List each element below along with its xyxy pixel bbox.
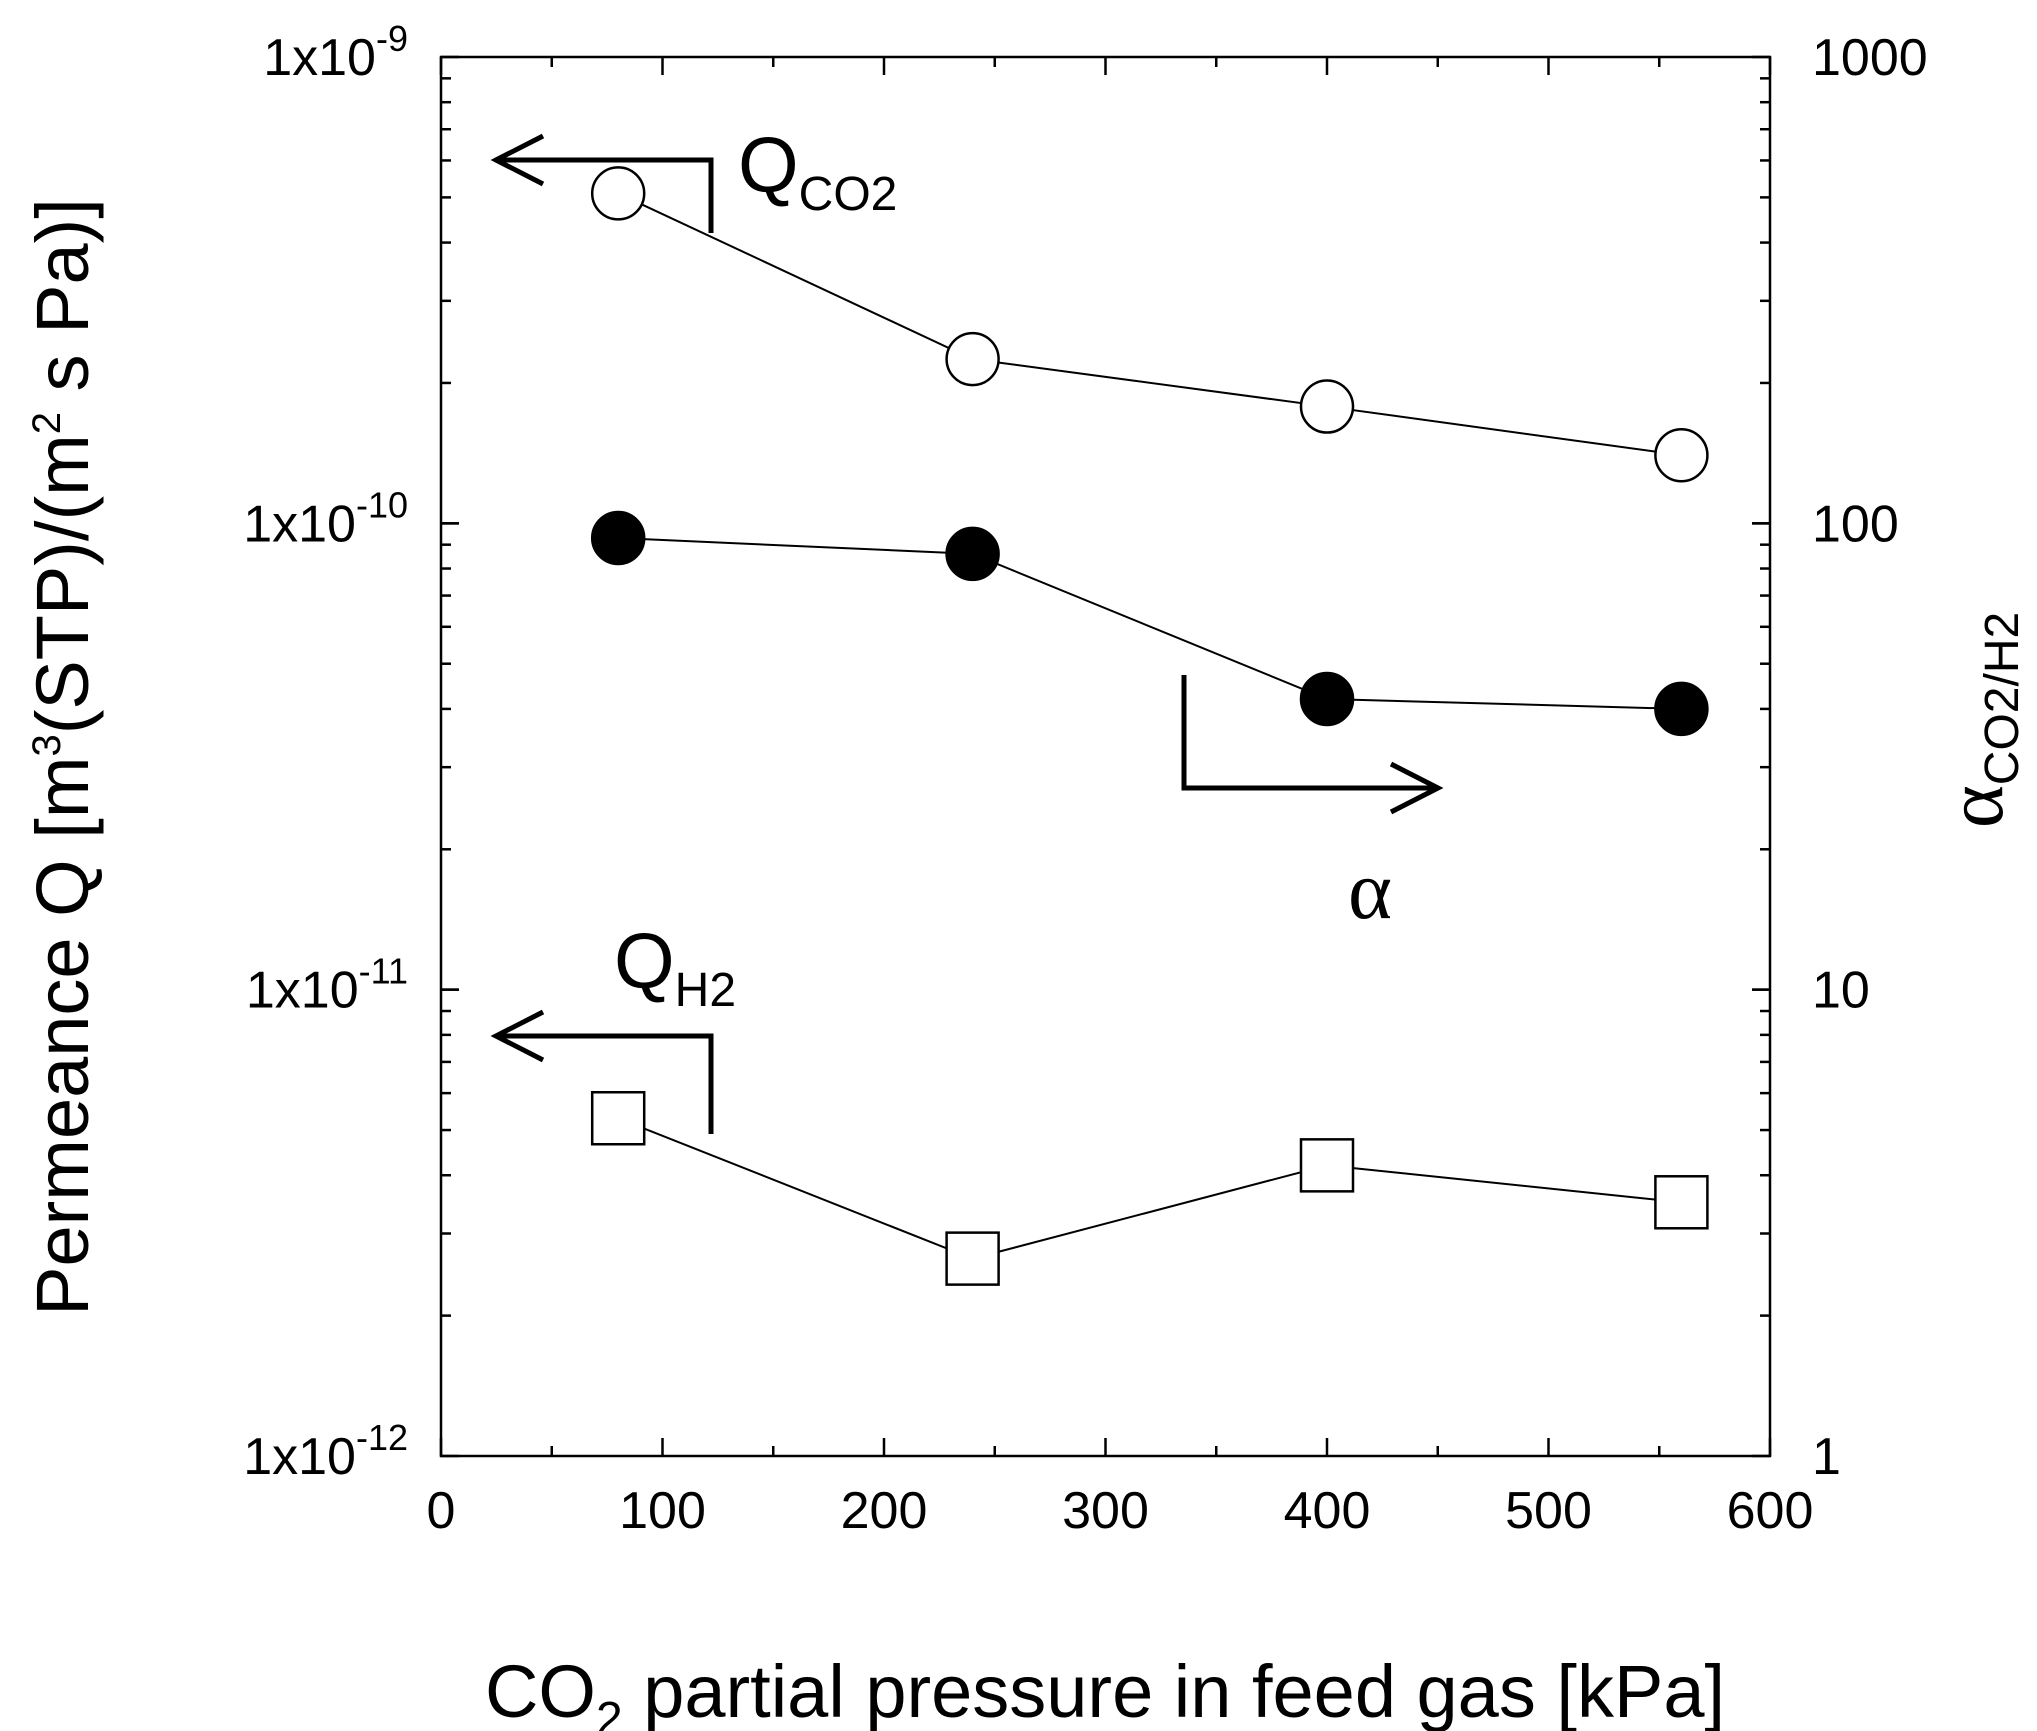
right-y-axis-tick-labels: 1000 100 10 1 [1812,29,1928,1486]
marker-filled-circle [1299,671,1355,727]
x-tick-label: 400 [1284,1482,1371,1540]
right-y-tick-label: 1000 [1812,29,1928,87]
x-axis-label-main: CO [485,1650,596,1731]
annotation-q-h2-label: QH2 [614,917,736,1017]
annotation-alpha: α [1181,675,1444,937]
annotation-q-h2-arrow [496,1033,714,1134]
x-tick-label: 600 [1727,1482,1814,1540]
x-tick-label: 300 [1062,1482,1149,1540]
left-y-axis-label: Permeance Q [m3(STP)/(m2 s Pa)] [21,198,104,1316]
marker-open-circle [945,331,1000,387]
tick-exponent: -12 [356,1417,408,1458]
marker-open-square [945,1231,1000,1286]
marker-open-circle [1654,427,1709,483]
series-line-0 [617,192,1682,457]
tick-base: 1x10 [263,29,376,87]
right-y-axis-label: αCO2/H2 [1929,612,2029,828]
left-y-tick-label: 1x10-10 [243,484,408,553]
left-y-axis-label-sup2: 2 [25,412,69,434]
right-y-tick-label: 100 [1812,495,1899,553]
marker-open-square [1654,1175,1709,1230]
left-y-tick-label: 1x10-12 [243,1417,408,1486]
series-line-1 [618,537,1682,710]
tick-exponent: -9 [376,18,408,59]
marker-open-circle [590,166,646,221]
tick-base: 1x10 [246,962,359,1020]
axis-ticks [439,55,1772,1458]
series-line-2 [617,1117,1682,1260]
marker-open-square [590,1090,646,1146]
marker-open-circle [1299,379,1355,434]
x-tick-label: 200 [841,1482,928,1540]
right-y-axis-label-subscript: CO2/H2 [1976,612,2029,785]
annotation-q-co2-main: Q [738,121,799,209]
tick-base: 1x10 [243,1428,356,1486]
marker-filled-circle [1654,681,1709,737]
right-y-axis-label-main: α [1929,785,2020,828]
annotation-q-co2-label: QCO2 [738,121,897,221]
tick-base: 1x10 [243,495,356,553]
x-axis-label: CO2 partial pressure in feed gas [kPa] [485,1650,1725,1731]
data-series [590,166,1709,1286]
annotation-q-co2: QCO2 [490,121,897,233]
marker-filled-circle [945,526,1000,582]
annotation-q-co2-arrow [496,157,714,233]
plot-frame [439,55,1772,1458]
x-tick-label: 100 [619,1482,706,1540]
annotation-alpha-arrowhead [1389,761,1444,815]
left-y-tick-label: 1x10-9 [263,18,408,87]
tick-exponent: -10 [356,484,408,525]
left-y-tick-label: 1x10-11 [246,951,408,1020]
right-y-tick-label: 1 [1812,1428,1841,1486]
left-y-axis-label-part3: s Pa)] [21,198,104,412]
annotation-q-h2-subscript: H2 [675,964,736,1017]
tick-exponent: -11 [359,951,408,992]
x-tick-label: 500 [1505,1482,1592,1540]
annotation-q-h2-main: Q [614,917,675,1005]
annotation-alpha-label: α [1348,844,1392,937]
marker-filled-circle [590,510,646,566]
marker-open-square [1299,1138,1355,1193]
annotation-q-h2: QH2 [490,917,736,1134]
right-y-tick-label: 10 [1812,962,1870,1020]
annotation-alpha-arrow [1181,675,1438,791]
left-y-axis-label-part2: (STP)/(m [21,434,104,734]
left-y-axis-label-part1: Permeance Q [m [21,757,104,1316]
left-y-axis-label-sup1: 3 [25,734,69,756]
x-tick-label: 0 [427,1482,456,1540]
annotation-q-co2-subscript: CO2 [799,168,898,221]
x-axis-tick-labels: 0 100 200 300 400 500 600 [427,1482,1814,1540]
annotation-q-co2-arrowhead [490,133,545,187]
x-axis-label-subscript: 2 [596,1693,623,1731]
annotation-q-h2-arrowhead [490,1009,545,1063]
x-axis-label-rest: partial pressure in feed gas [kPa] [623,1650,1725,1731]
